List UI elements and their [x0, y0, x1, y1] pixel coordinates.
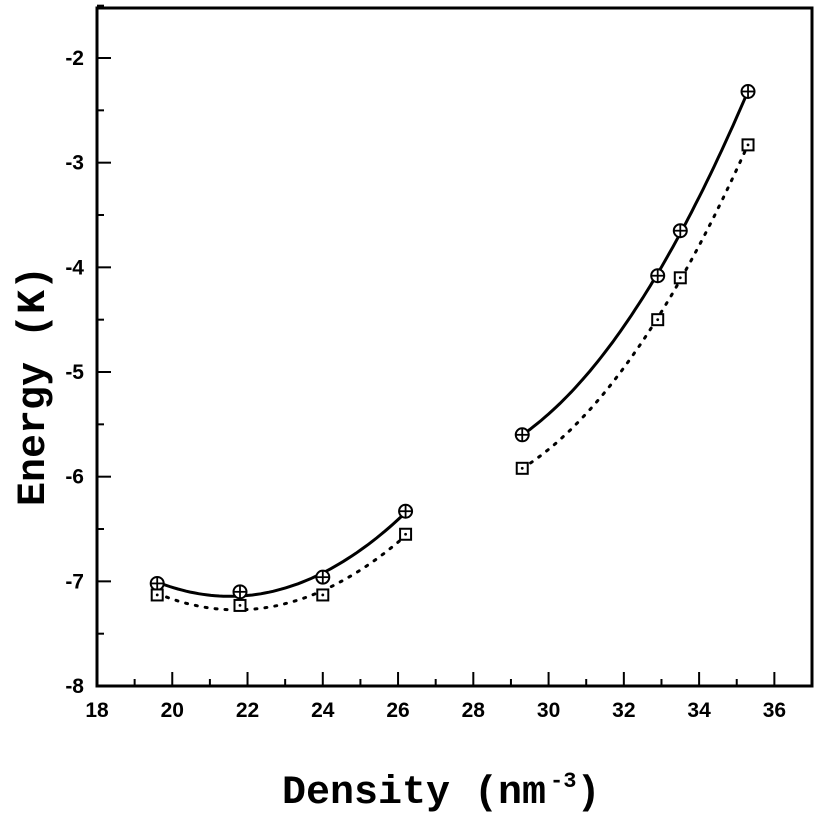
- y-tick-label: -2: [65, 47, 84, 70]
- series-1-curve: [156, 511, 407, 598]
- data-point-square: [651, 313, 665, 327]
- data-point-square: [150, 588, 164, 602]
- series-2-curve: [155, 534, 408, 612]
- x-tick-label: 34: [687, 699, 711, 722]
- y-tick-label: -4: [65, 256, 84, 279]
- y-tick-label: -5: [65, 361, 84, 384]
- point-dot: [678, 276, 682, 280]
- data-point-circle: [315, 569, 331, 585]
- data-point-circle: [650, 268, 666, 284]
- y-tick-label: -6: [65, 466, 84, 489]
- x-tick-label: 36: [763, 699, 786, 722]
- x-axis-title-close: ): [576, 771, 600, 816]
- x-tick-label: 20: [161, 699, 184, 722]
- y-tick-label: -3: [65, 152, 84, 175]
- x-tick-label: 30: [537, 699, 560, 722]
- series-1: [149, 83, 756, 600]
- x-axis-title: Density (nm -3): [282, 769, 600, 816]
- series-layer: [149, 83, 756, 612]
- data-point-square: [316, 588, 330, 602]
- x-tick-label: 26: [386, 699, 409, 722]
- point-dot: [656, 318, 660, 322]
- data-point-square: [673, 271, 687, 285]
- data-point-circle: [514, 427, 530, 443]
- x-tick-label: 24: [311, 699, 335, 722]
- point-dot: [155, 593, 159, 597]
- point-dot: [238, 604, 242, 607]
- data-point-square: [399, 527, 413, 541]
- point-dot: [404, 532, 407, 536]
- series-1-curve: [521, 90, 750, 437]
- data-point-square: [741, 138, 755, 152]
- x-tick-label: 22: [236, 699, 259, 722]
- data-point-square: [233, 598, 247, 612]
- plot-frame: [95, 6, 814, 688]
- data-point-circle: [398, 503, 414, 519]
- y-axis-title: Energy (K): [12, 266, 57, 506]
- x-axis-title-superscript: -3: [550, 769, 576, 794]
- data-point-circle: [232, 584, 248, 600]
- x-axis-title-main: Density (nm: [282, 771, 546, 816]
- point-dot: [321, 593, 325, 597]
- data-point-circle: [740, 83, 756, 99]
- point-dot: [520, 466, 524, 470]
- data-point-square: [515, 461, 529, 475]
- x-tick-label: 18: [85, 699, 109, 722]
- x-tick-label: 32: [612, 699, 635, 722]
- data-point-circle: [149, 575, 165, 591]
- axis-ticks: 18 20 22 24 26 28 30 32 34 36 -8 -7 -6 -5 -4 -3 -2: [65, 4, 813, 722]
- series-2: [150, 138, 755, 612]
- y-tick-label: -8: [65, 675, 84, 698]
- point-dot: [746, 143, 750, 147]
- x-tick-label: 28: [462, 699, 486, 722]
- data-point-circle: [672, 223, 688, 239]
- y-tick-label: -7: [65, 570, 84, 593]
- series-2-curve: [520, 143, 750, 470]
